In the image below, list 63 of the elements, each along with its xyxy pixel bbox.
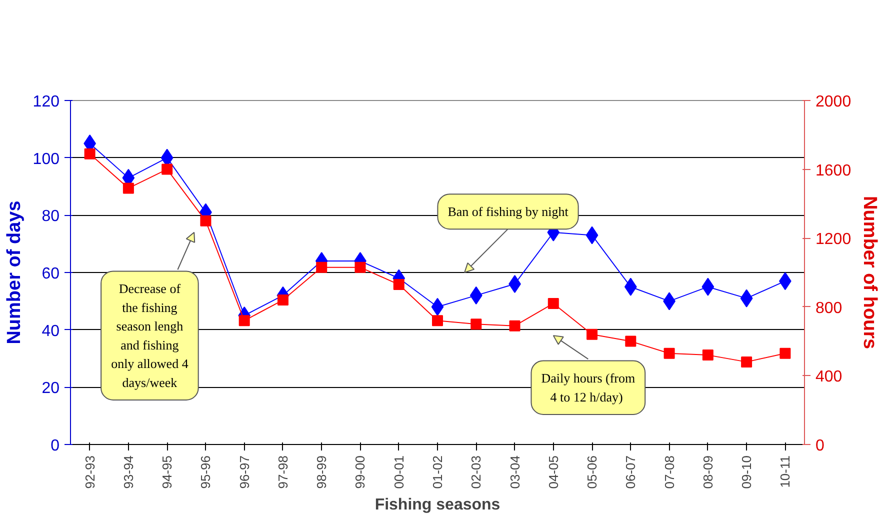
point (548, 298, 559, 309)
point (741, 356, 752, 368)
point (702, 278, 714, 296)
y2-tick-label: 1600 (816, 162, 852, 180)
point (431, 298, 444, 316)
y2-tick-label: 0 (816, 438, 824, 454)
point (740, 289, 753, 308)
y-axis-title: Number of days (4, 200, 25, 344)
y-tick-label: 60 (42, 266, 60, 282)
x-tick-label: 10-11 (778, 455, 793, 488)
y-tick-label: 80 (42, 208, 60, 226)
x-tick-label: 00-01 (391, 456, 406, 489)
x-tick-label: 97-98 (275, 456, 290, 489)
y2-tick-label: 800 (816, 300, 842, 317)
point (702, 350, 714, 361)
y-tick-label: 100 (32, 150, 60, 168)
point (470, 318, 482, 330)
point (238, 315, 250, 326)
x-tick-label: 06-07 (623, 456, 638, 489)
x-tick-label: 08-09 (700, 456, 716, 489)
point (664, 348, 675, 359)
x-tick-label: 09-10 (739, 456, 754, 489)
x-tick-label: 93-94 (120, 456, 136, 489)
x-tick-label: 03-04 (507, 456, 522, 489)
y-tick-label: 0 (50, 438, 60, 454)
y2-tick-label: 400 (816, 368, 842, 386)
point (780, 348, 791, 359)
point (122, 182, 134, 194)
x-tick-label: 92-93 (82, 456, 98, 489)
point (470, 286, 482, 304)
x-tick-label: 94-95 (160, 456, 175, 489)
y2-axis-title: Number of hours (859, 196, 880, 350)
x-tick-label: 02-03 (468, 456, 484, 489)
x-tick-label: 95-96 (198, 456, 214, 489)
x-tick-label: 96-97 (236, 456, 252, 489)
x-axis-title: Fishing seasons (374, 496, 500, 514)
point (354, 262, 366, 273)
x-tick-label: 04-05 (546, 456, 561, 489)
point (624, 278, 637, 296)
annotation: Decrease of the fishing season lengh and fishing only allowed 4 days/week (111, 281, 189, 390)
point (432, 315, 443, 326)
point (393, 279, 404, 290)
annotation: Ban of fishing by night (448, 204, 569, 220)
y2-tick-label: 1200 (816, 231, 852, 248)
point (277, 294, 288, 306)
point (162, 164, 173, 175)
x-tick-label: 07-08 (662, 456, 677, 489)
x-tick-label: 98-99 (314, 456, 330, 489)
y-tick-label: 120 (32, 94, 60, 110)
point (316, 262, 328, 273)
x-tick-label: 99-00 (352, 456, 368, 489)
y-tick-label: 40 (42, 322, 60, 340)
y2-tick-label: 2000 (816, 94, 852, 110)
point (84, 148, 96, 160)
point (586, 226, 598, 244)
point (509, 320, 520, 332)
x-tick-label: 05-06 (584, 456, 600, 489)
y-tick-label: 20 (42, 380, 60, 398)
point (200, 215, 212, 226)
annotation: Daily hours (from 4 to 12 h/day) (541, 370, 636, 404)
point (586, 328, 598, 340)
point (625, 336, 636, 347)
x-tick-label: 01-02 (430, 456, 445, 489)
